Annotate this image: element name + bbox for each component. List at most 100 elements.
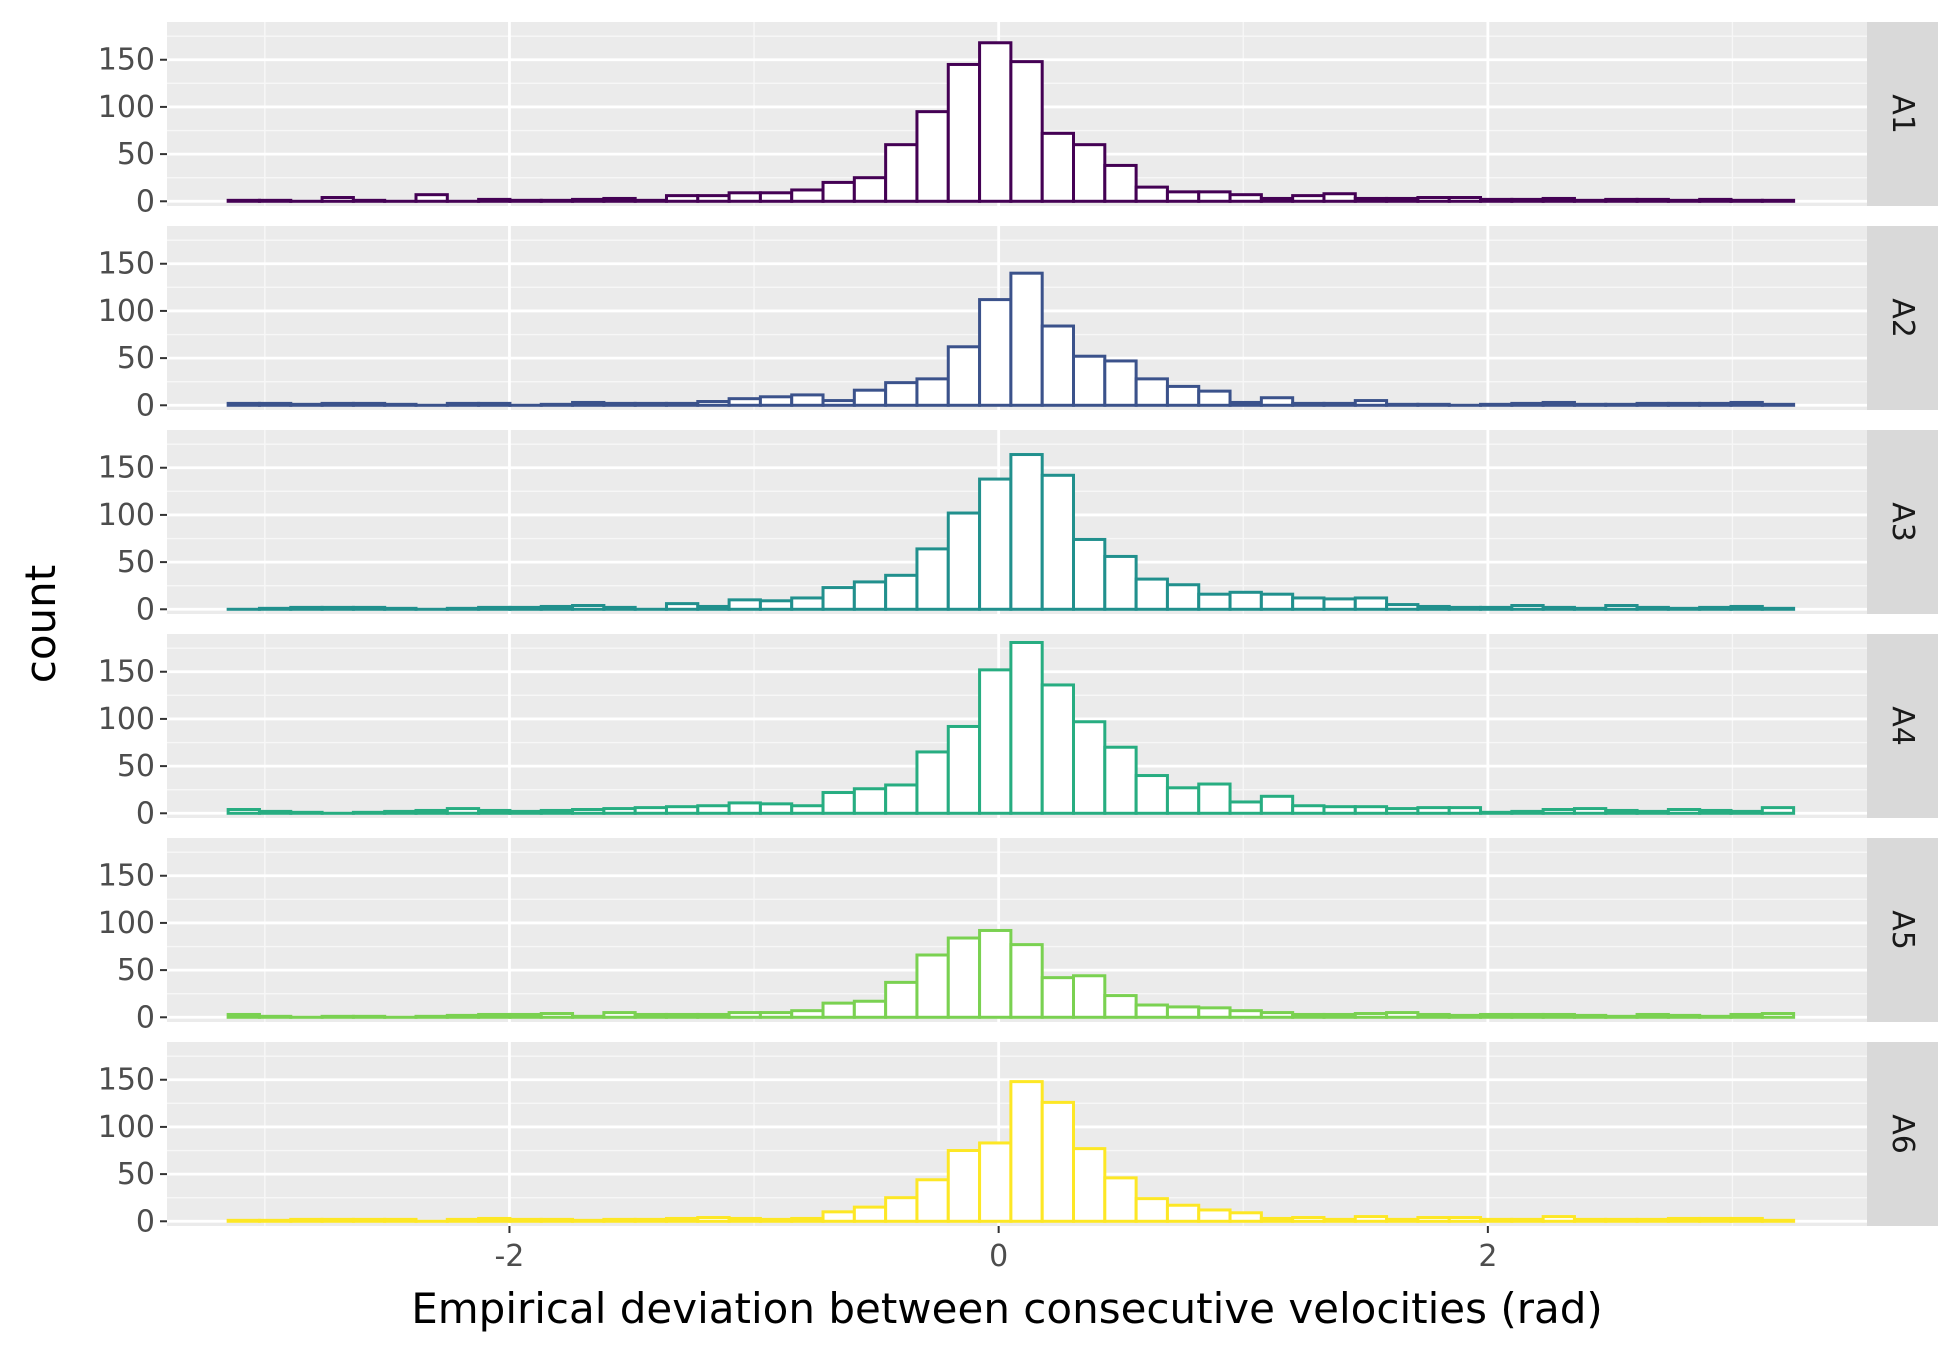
histogram-bar — [698, 606, 729, 609]
histogram-bar — [1418, 404, 1449, 405]
histogram-bar — [666, 403, 697, 405]
histogram-bar — [1011, 273, 1042, 405]
histogram-bar — [1512, 811, 1543, 813]
histogram-bar — [698, 1218, 729, 1222]
histogram-bar — [635, 1219, 666, 1221]
histogram-bar — [353, 200, 384, 201]
histogram-bar — [353, 812, 384, 813]
histogram-bar — [1543, 198, 1574, 201]
histogram-bar — [917, 955, 948, 1017]
histogram-bar — [604, 1013, 635, 1018]
histogram-bar — [854, 390, 885, 405]
histogram-bar — [1293, 806, 1324, 814]
histogram-bar — [510, 811, 541, 813]
histogram-bar — [1668, 1015, 1699, 1017]
histogram-bar — [259, 1016, 290, 1017]
histogram-bar — [1606, 606, 1637, 610]
histogram-bar — [353, 607, 384, 609]
y-tick-label: 100 — [98, 498, 155, 533]
histogram-bar — [1011, 642, 1042, 813]
histogram-bar — [1355, 401, 1386, 406]
histogram-bar — [1074, 1149, 1105, 1222]
y-tick-label: 0 — [136, 1204, 155, 1239]
histogram-bar — [1762, 608, 1793, 609]
histogram-bar — [1199, 594, 1230, 609]
histogram-bar — [1324, 194, 1355, 202]
histogram-bar — [1074, 722, 1105, 814]
histogram-bar — [228, 1014, 259, 1017]
y-tick-label: 150 — [98, 1063, 155, 1098]
histogram-bar — [541, 1219, 572, 1221]
y-tick-label: 100 — [98, 702, 155, 737]
histogram-bar — [385, 811, 416, 813]
histogram-bar — [1136, 1005, 1167, 1017]
histogram-bar — [573, 199, 604, 201]
y-tick-label: 0 — [136, 388, 155, 423]
histogram-bar — [1606, 1016, 1637, 1017]
histogram-bar — [1700, 1218, 1731, 1221]
histogram-bar — [1074, 976, 1105, 1018]
histogram-bar — [1074, 145, 1105, 202]
histogram-bar — [854, 582, 885, 609]
histogram-bar — [1762, 200, 1793, 201]
histogram-bar — [635, 403, 666, 405]
histogram-bar — [1387, 1013, 1418, 1018]
histogram-bar — [1011, 1082, 1042, 1222]
histogram-bar — [760, 601, 791, 609]
histogram-bar — [1387, 605, 1418, 610]
histogram-bar — [823, 793, 854, 814]
histogram-bar — [573, 810, 604, 814]
histogram-bar — [948, 64, 979, 201]
histogram-bar — [854, 1207, 885, 1221]
histogram-bar — [1700, 199, 1731, 201]
histogram-bar — [1136, 776, 1167, 814]
histogram-bar — [322, 1016, 353, 1017]
histogram-bar — [541, 200, 572, 201]
histogram-bar — [1512, 606, 1543, 610]
y-tick-label: 0 — [136, 796, 155, 831]
histogram-bar — [1700, 1016, 1731, 1017]
histogram-bar — [1011, 62, 1042, 202]
histogram-bar — [1574, 1015, 1605, 1017]
histogram-bar — [1762, 1220, 1793, 1221]
histogram-bar — [1574, 608, 1605, 609]
histogram-bar — [1449, 1015, 1480, 1017]
histogram-bar — [917, 752, 948, 813]
histogram-bar — [729, 600, 760, 609]
histogram-bar — [1574, 809, 1605, 814]
histogram-bar — [1606, 810, 1637, 813]
histogram-bar — [1167, 788, 1198, 813]
histogram-bar — [635, 808, 666, 814]
histogram-bar — [823, 1003, 854, 1017]
histogram-bar — [1731, 606, 1762, 609]
histogram-bar — [1324, 599, 1355, 609]
histogram-bar — [760, 1219, 791, 1221]
histogram-bar — [573, 1016, 604, 1017]
histogram-bar — [854, 178, 885, 202]
y-tick-label: 50 — [117, 953, 155, 988]
facet-strip-label: A2 — [1885, 298, 1920, 338]
histogram-bar — [886, 383, 917, 406]
histogram-bar — [854, 789, 885, 814]
histogram-bar — [1387, 198, 1418, 201]
histogram-bar — [823, 588, 854, 610]
histogram-bar — [792, 806, 823, 814]
histogram-bar — [1668, 200, 1699, 201]
histogram-bar — [1481, 607, 1512, 609]
histogram-bar — [1731, 1218, 1762, 1221]
histogram-bar — [917, 112, 948, 202]
histogram-bar — [666, 196, 697, 202]
histogram-bar — [1230, 592, 1261, 609]
histogram-bar — [541, 1014, 572, 1018]
histogram-bar — [604, 403, 635, 405]
histogram-bar — [416, 1016, 447, 1017]
histogram-bar — [541, 404, 572, 405]
histogram-bar — [1668, 608, 1699, 609]
histogram-bar — [1543, 1217, 1574, 1222]
histogram-bar — [479, 1218, 510, 1221]
histogram-bar — [760, 397, 791, 405]
